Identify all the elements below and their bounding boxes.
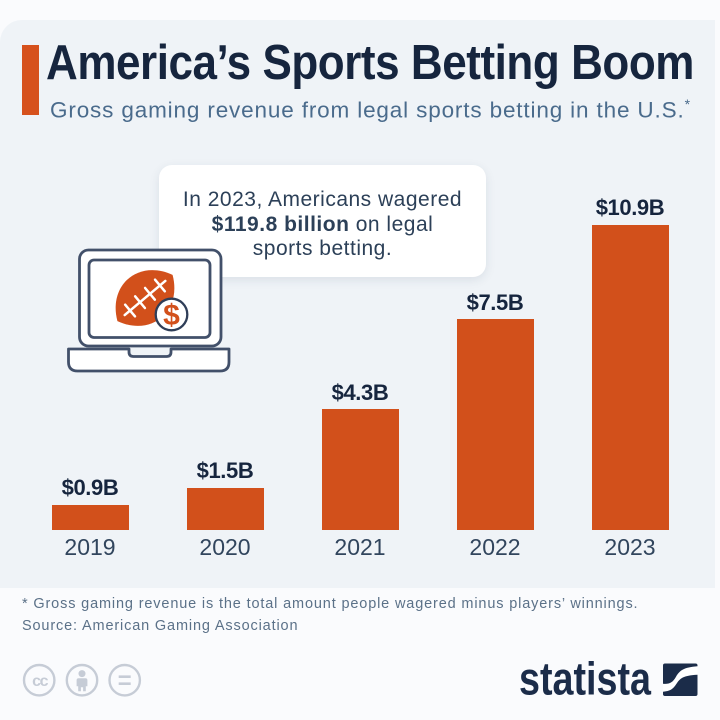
svg-text:statista: statista	[519, 653, 651, 705]
svg-text:cc: cc	[32, 673, 48, 690]
svg-text:$: $	[163, 299, 180, 332]
